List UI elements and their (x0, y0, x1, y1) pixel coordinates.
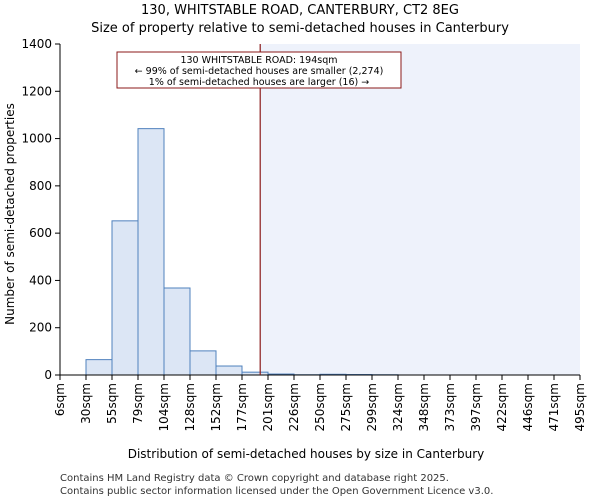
x-tick-label: 79sqm (131, 383, 145, 424)
x-tick-label: 55sqm (105, 383, 119, 424)
plot-area: 0 200 400 600 800 1000 1200 1400 6sqm 30sqm 55sqm 7… (21, 37, 587, 431)
bar (111, 220, 139, 376)
bar (189, 350, 217, 376)
y-tick-label: 400 (29, 273, 52, 287)
x-tick-label: 348sqm (417, 383, 431, 431)
x-tick-label: 373sqm (443, 383, 457, 431)
x-tick-label: 201sqm (261, 383, 275, 431)
x-tick-label: 30sqm (79, 383, 93, 424)
x-tick-label: 128sqm (183, 383, 197, 431)
x-tick-label: 471sqm (547, 383, 561, 431)
y-tick-label: 1000 (21, 132, 52, 146)
y-tick-label: 600 (29, 226, 52, 240)
bar (85, 359, 113, 376)
x-tick-label: 250sqm (313, 383, 327, 431)
highlight-region (260, 44, 580, 375)
annotation-line-2: ← 99% of semi-detached houses are smalle… (135, 66, 384, 77)
x-tick-label: 446sqm (521, 383, 535, 431)
x-tick-label: 422sqm (495, 383, 509, 431)
x-tick-label: 177sqm (235, 383, 249, 431)
bar (163, 287, 191, 376)
x-tick-label: 104sqm (157, 383, 171, 431)
x-tick-label: 397sqm (469, 383, 483, 431)
chart-title: 130, WHITSTABLE ROAD, CANTERBURY, CT2 8E… (141, 3, 459, 18)
y-tick-label: 0 (44, 368, 52, 382)
annotation-line-3: 1% of semi-detached houses are larger (1… (149, 77, 369, 88)
annotation-line-1: 130 WHITSTABLE ROAD: 194sqm (180, 55, 337, 66)
x-tick-label: 152sqm (209, 383, 223, 431)
bar (215, 365, 243, 376)
annotation-box (116, 51, 402, 89)
x-tick-label: 324sqm (391, 383, 405, 431)
x-tick-label: 6sqm (53, 383, 67, 416)
x-tick-label: 226sqm (287, 383, 301, 431)
x-tick-label: 299sqm (365, 383, 379, 431)
footer-line-2: Contains public sector information licen… (60, 486, 493, 497)
y-tick-label: 800 (29, 179, 52, 193)
y-tick-label: 1400 (21, 37, 52, 51)
x-axis-label: Distribution of semi-detached houses by … (128, 447, 485, 461)
x-tick-label: 275sqm (339, 383, 353, 431)
chart-subtitle: Size of property relative to semi-detach… (91, 21, 509, 36)
x-tick-label: 495sqm (573, 383, 587, 431)
footer-line-1: Contains HM Land Registry data © Crown c… (60, 473, 449, 484)
bar (137, 128, 165, 376)
y-tick-label: 200 (29, 321, 52, 335)
y-axis-label: Number of semi-detached properties (3, 103, 17, 325)
y-tick-label: 1200 (21, 84, 52, 98)
